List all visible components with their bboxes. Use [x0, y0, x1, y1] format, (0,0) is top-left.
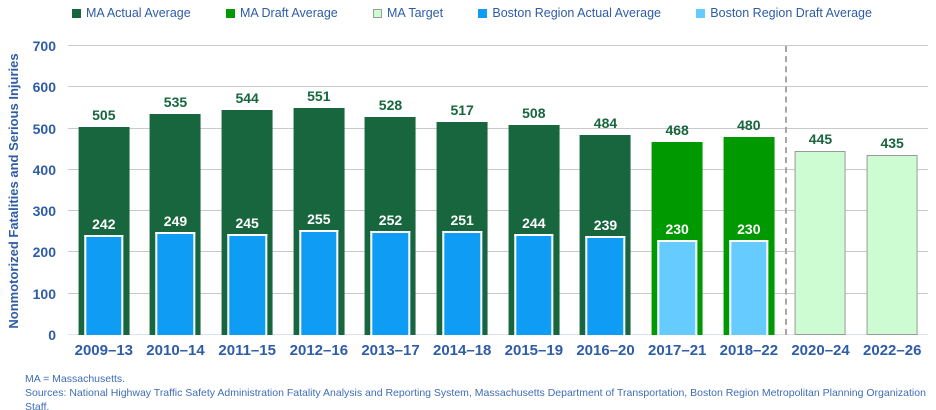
plot-area: 505 242 535 249 544 245 551 255 528 252 517 251 508 2… [68, 45, 928, 335]
bar-boston-draft [729, 240, 769, 335]
legend-item: Boston Region Actual Average [478, 6, 661, 20]
ma-value-label: 551 [307, 87, 331, 104]
x-tick-label: 2009–13 [74, 342, 134, 359]
boston-value-label: 244 [522, 215, 546, 232]
x-axis-line [68, 334, 928, 335]
gridline [68, 45, 928, 46]
bar-ma-target [866, 155, 918, 335]
bar-group: 551 255 [283, 46, 355, 335]
y-tick-label: 200 [32, 244, 56, 261]
y-tick-label: 500 [32, 120, 56, 137]
bar-group: 528 252 [355, 46, 427, 335]
gridline [68, 127, 928, 129]
ma-value-label: 468 [665, 121, 689, 138]
bar-group: 508 244 [498, 46, 570, 335]
ma-value-label: 508 [522, 105, 546, 122]
bar-group: 468 230 [641, 46, 713, 335]
y-tick-label: 600 [32, 79, 56, 96]
ma-value-label: 445 [808, 131, 833, 148]
bar-boston-actual [84, 235, 124, 335]
boston-value-label: 251 [450, 212, 474, 229]
x-tick-label: 2015–19 [504, 342, 564, 359]
bar-group: 480 230 [713, 46, 785, 335]
ma-value-label: 480 [737, 116, 761, 133]
x-tick-label: 2010–14 [146, 342, 205, 359]
ma-value-label: 484 [593, 115, 618, 132]
x-axis-labels: 2009–13 2010–14 2011–15 2012–16 2013–17 2014–… [68, 342, 928, 359]
bar-group: 544 245 [211, 46, 283, 335]
y-tick-label: 400 [32, 161, 56, 178]
x-tick-label: 2020–24 [791, 342, 850, 359]
y-tick-label: 100 [32, 285, 56, 302]
gridline [68, 86, 928, 88]
legend-item: MA Actual Average [72, 6, 191, 20]
ma-value-label: 535 [163, 94, 188, 111]
legend-item: MA Draft Average [225, 6, 338, 20]
boston-value-label: 239 [593, 217, 618, 234]
legend-item: Boston Region Draft Average [696, 6, 872, 20]
x-tick-label: 2012–16 [289, 342, 349, 359]
x-tick-label: 2018–22 [719, 342, 779, 359]
boston-value-label: 249 [163, 213, 188, 230]
bar-group: 435 [856, 46, 928, 335]
bar-boston-actual [370, 230, 411, 335]
boston-value-label: 230 [665, 221, 689, 238]
legend-label: Boston Region Draft Average [710, 6, 872, 20]
gridline [68, 210, 928, 212]
legend-label: Boston Region Actual Average [492, 6, 661, 20]
bar-ma-target [795, 151, 846, 335]
x-tick-label: 2016–20 [576, 342, 635, 359]
boston-value-label: 255 [307, 210, 331, 227]
bar-group: 505 242 [68, 46, 140, 335]
bar-boston-actual [227, 233, 267, 335]
boston-value-label: 245 [235, 214, 259, 231]
legend-swatch-boston_actual [478, 8, 488, 18]
ma-value-label: 528 [378, 97, 403, 114]
boston-value-label: 242 [92, 216, 116, 233]
footnote-abbreviation: MA = Massachusetts. [25, 373, 126, 385]
y-tick-label: 0 [48, 327, 56, 343]
y-tick-label: 300 [32, 203, 56, 220]
target-period-separator [784, 46, 787, 335]
footnote: MA = Massachusetts. Sources: National Hi… [25, 372, 936, 410]
legend-label: MA Target [387, 6, 444, 20]
bar-group: 484 239 [570, 46, 642, 335]
ma-value-label: 517 [450, 101, 474, 118]
bar-boston-actual [514, 234, 554, 335]
x-tick-label: 2013–17 [361, 342, 420, 359]
ma-value-label: 435 [880, 135, 904, 152]
x-tick-label: 2014–18 [432, 342, 492, 359]
legend-label: MA Draft Average [239, 6, 338, 20]
legend-swatch-ma_target [373, 8, 383, 18]
footnote-sources: Sources: National Highway Traffic Safety… [25, 387, 926, 410]
legend-swatch-ma_draft [225, 8, 235, 18]
boston-value-label: 230 [737, 221, 761, 238]
bar-boston-draft [657, 240, 697, 335]
bar-boston-actual [155, 232, 196, 335]
boston-value-label: 252 [378, 211, 403, 228]
legend-item: MA Target [373, 6, 443, 20]
x-tick-label: 2022–26 [863, 342, 922, 359]
legend-label: MA Actual Average [86, 6, 191, 20]
bar-group: 535 249 [140, 46, 212, 335]
legend-swatch-boston_draft [696, 8, 706, 18]
y-axis-ticks: 0 100 200 300 400 500 600 700 [0, 38, 60, 343]
legend-swatch-ma_actual [72, 8, 81, 18]
x-tick-label: 2017–21 [648, 342, 707, 359]
bar-group: 517 251 [426, 46, 498, 335]
ma-value-label: 505 [92, 106, 116, 123]
gridline [68, 292, 928, 294]
ma-value-label: 544 [235, 90, 259, 107]
bar-group: 445 [785, 46, 857, 335]
bar-boston-actual [442, 231, 482, 335]
legend: MA Actual Average MA Draft Average MA Targ… [72, 6, 872, 20]
x-tick-label: 2011–15 [218, 342, 276, 359]
bar-boston-actual [299, 229, 339, 335]
gridline [68, 251, 928, 253]
bar-boston-actual [585, 236, 626, 335]
y-tick-label: 700 [32, 38, 56, 54]
gridline [68, 168, 928, 170]
